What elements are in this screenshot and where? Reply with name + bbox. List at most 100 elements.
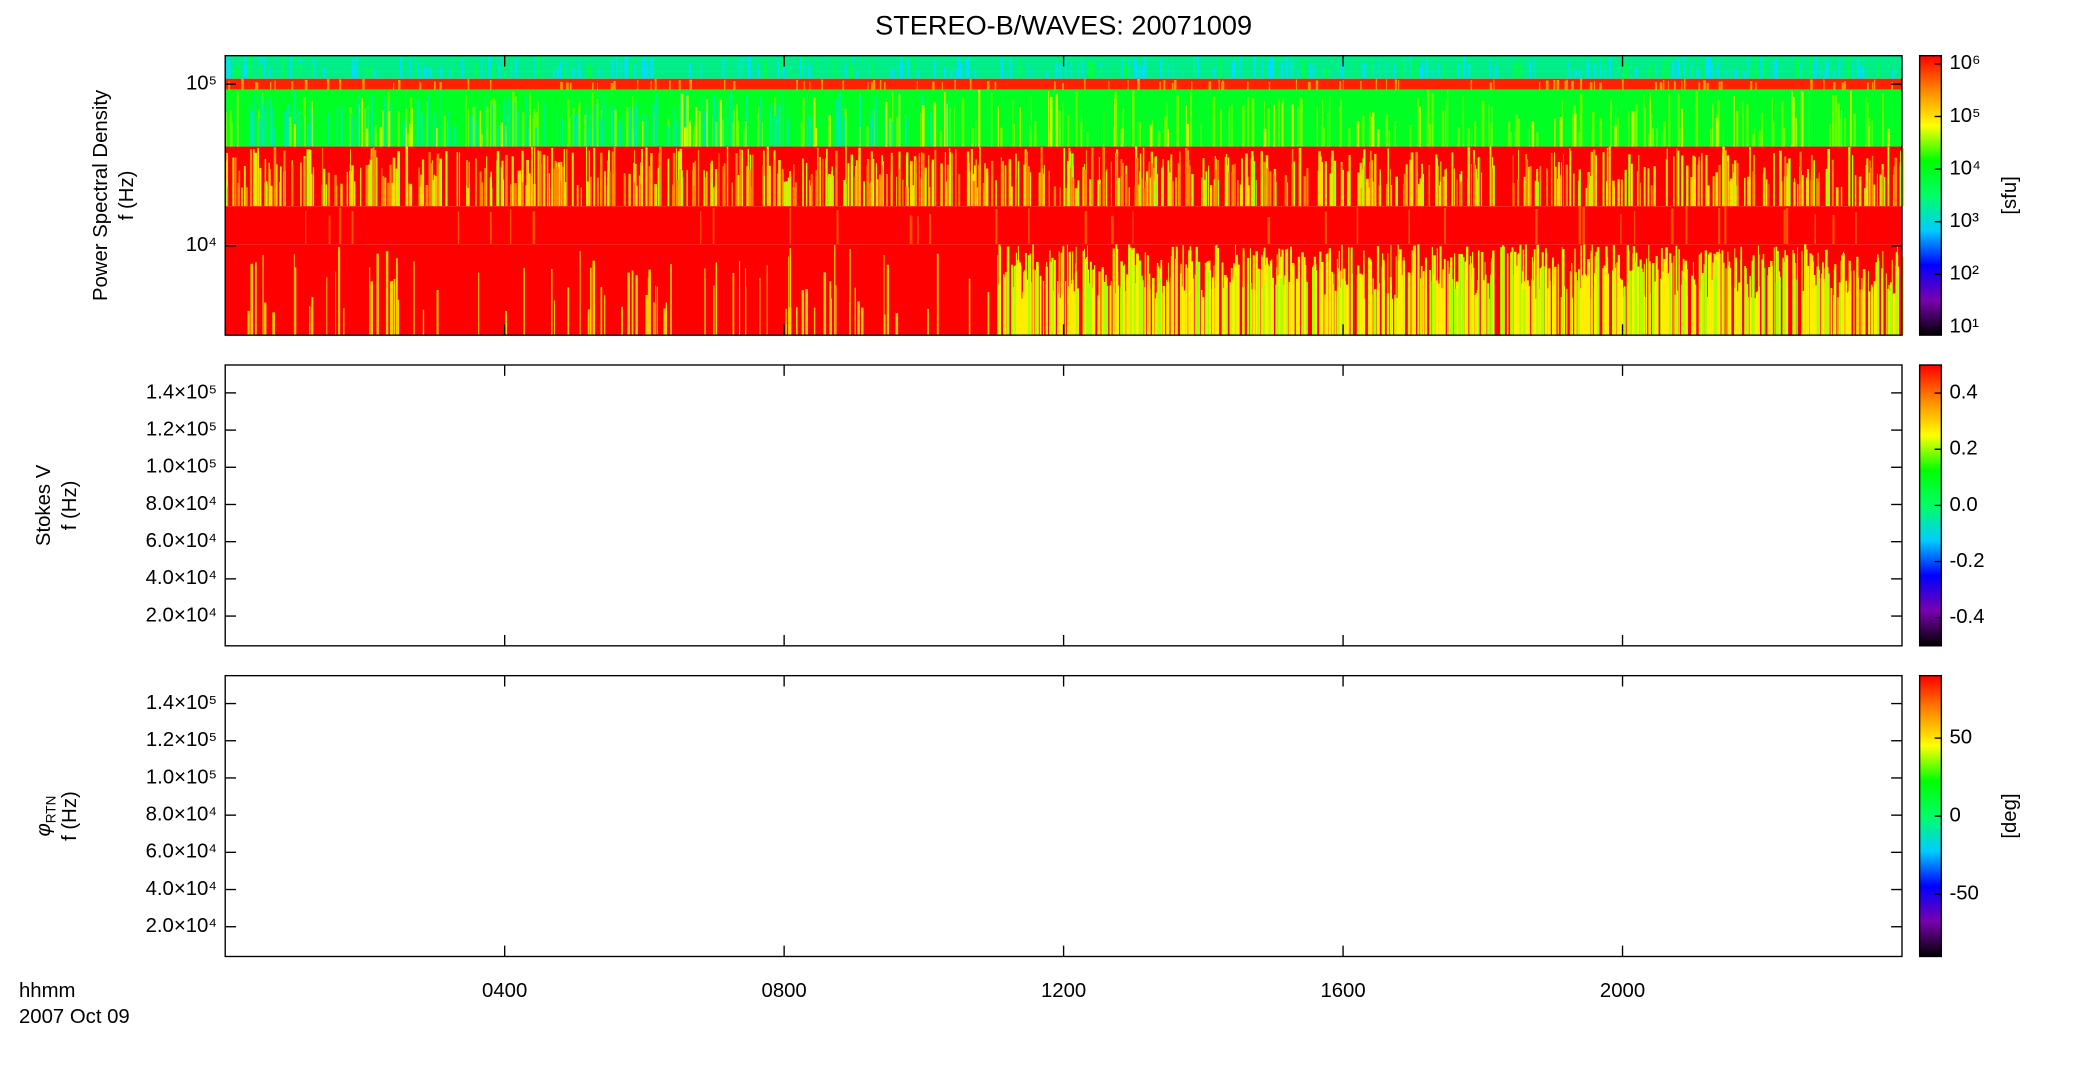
spectrogram-stripe [1716,251,1719,336]
spectrogram-stripe [777,173,780,207]
spectrogram-stripe [806,94,808,147]
spectrogram-stripe [382,110,384,147]
spectrogram-stripe [1649,100,1651,147]
spectrogram-stripe [1877,60,1880,79]
spectrogram-stripe [1376,246,1380,336]
spectrogram-stripe [943,67,947,79]
spectrogram-stripe [370,65,373,79]
spectrogram-stripe [1045,266,1048,336]
spectrogram-stripe [1018,270,1021,336]
spectrogram-stripe [1554,286,1556,336]
spectrogram-stripe [1538,288,1541,336]
spectrogram-stripe [1650,185,1653,207]
spectrogram-stripe [1718,208,1721,245]
spectrogram-stripe [813,307,816,336]
spectrogram-stripe [940,163,943,207]
spectrogram-stripe [232,157,235,207]
spectrogram-stripe [1447,260,1449,336]
spectrogram-stripe [1606,147,1609,207]
spectrogram-stripe [1518,149,1520,207]
colorbar-tick-label: 10² [1949,263,1979,285]
spectrogram-stripe [1035,270,1038,336]
spectrogram-stripe [1126,274,1129,336]
spectrogram-stripe [1435,154,1438,207]
spectrogram-stripe [1639,182,1641,207]
spectrogram-stripe [1725,150,1727,207]
spectrogram-stripe [712,207,715,245]
spectrogram-stripe [1843,251,1844,336]
spectrogram-stripe [1231,62,1234,79]
spectrogram-stripe [1214,245,1218,336]
spectrogram-stripe [613,80,616,90]
spectrogram-stripe [1722,129,1724,147]
spectrogram-stripe [788,256,789,336]
spectrogram-stripe [1696,70,1700,79]
spectrogram-stripe [1417,244,1420,336]
spectrogram-stripe [793,164,795,207]
spectrogram-stripe [1146,255,1149,336]
spectrogram-stripe [1533,249,1536,336]
spectrogram-stripe [479,110,482,147]
spectrogram-stripe [1012,99,1014,147]
spectrogram-stripe [385,251,389,336]
spectrogram-stripe [1050,96,1053,147]
spectrogram-stripe [1124,174,1127,207]
spectrogram-stripe [1664,277,1668,336]
spectrogram-stripe [1029,125,1031,147]
spectrogram-stripe [637,80,639,90]
spectrogram-stripe [1077,288,1079,336]
spectrogram-stripe [851,65,854,79]
spectrogram-stripe [1568,58,1570,79]
spectrogram-stripe [1247,96,1250,147]
spectrogram-stripe [1127,80,1129,90]
spectrogram-stripe [1871,155,1874,207]
spectrogram-stripe [264,182,266,207]
spectrogram-stripe [901,64,903,79]
spectrogram-stripe [1271,277,1274,336]
spectrogram-stripe [731,182,733,207]
spectrogram-stripe [1750,81,1753,90]
spectrogram-stripe [1528,60,1532,79]
spectrogram-stripe [262,254,264,336]
spectrogram-stripe [1058,293,1060,336]
spectrogram-stripe [253,118,255,147]
spectrogram-stripe [766,265,768,336]
spectrogram-stripe [1239,184,1242,207]
spectrogram-stripe [803,81,805,90]
spectrogram-stripe [571,59,573,79]
spectrogram-stripe [1191,174,1194,207]
spectrogram-stripe [692,170,694,207]
spectrogram-stripe [836,210,839,245]
spectrogram-stripe [638,175,641,207]
spectrogram-stripe [467,79,470,90]
spectrogram-stripe [1247,185,1250,207]
spectrogram-stripe [1369,261,1373,336]
spectrogram-stripe [1429,280,1432,336]
spectrogram-stripe [1650,112,1652,147]
spectrogram-stripe [1733,96,1735,147]
spectrogram-stripe [1139,171,1142,207]
spectrogram-stripe [1633,111,1637,147]
spectrogram-stripe [1280,58,1282,79]
spectrogram-stripe [1887,128,1890,147]
spectrogram-stripe [1457,127,1460,147]
spectrogram-stripe [1749,64,1752,79]
spectrogram-stripe [1574,248,1576,336]
spectrogram-stripe [611,151,614,207]
spectrogram-stripe [567,99,570,147]
spectrogram-stripe [1732,163,1734,207]
spectrogram-stripe [591,92,594,147]
spectrogram-stripe [413,261,415,336]
spectrogram-stripe [259,64,262,79]
spectrogram-stripe [1773,247,1775,336]
spectrogram-stripe [528,128,530,147]
spectrogram-stripe [909,215,912,245]
spectrogram-stripe [1770,260,1773,336]
spectrogram-stripe [505,311,508,336]
spectrogram-stripe [759,277,761,336]
spectrogram-stripe [1331,271,1334,336]
spectrogram-stripe [384,97,387,147]
spectrogram-stripe [1641,271,1644,336]
spectrogram-stripe [1263,101,1265,147]
spectrogram-stripe [787,177,790,207]
